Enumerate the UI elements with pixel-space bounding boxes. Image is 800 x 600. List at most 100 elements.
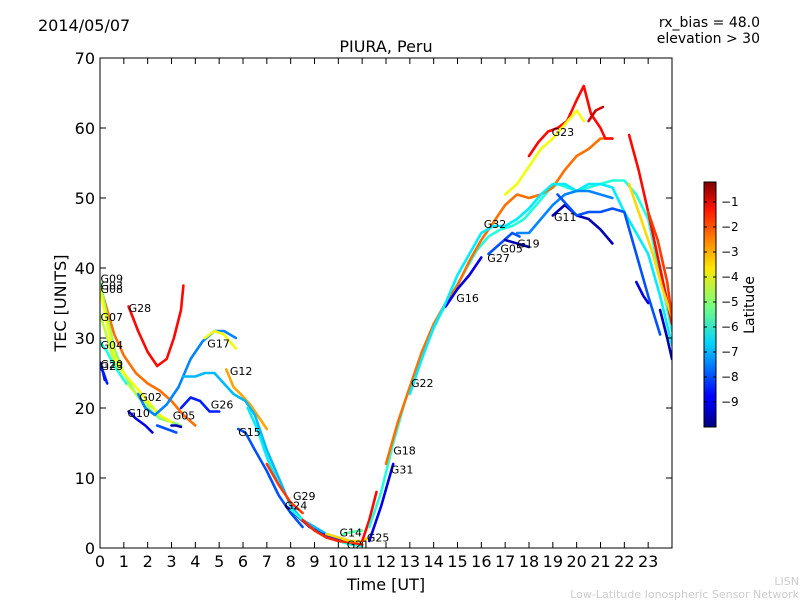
colorbar-label: Latitude: [742, 276, 758, 334]
series-label-g23: G23: [552, 126, 575, 139]
x-tick-label: 15: [447, 552, 467, 571]
y-tick-label: 70: [75, 49, 95, 68]
footer-org-short: LISN: [774, 575, 799, 588]
series-label-g19: G19: [517, 238, 540, 251]
series-label-g17: G17: [207, 338, 230, 351]
series-label-g25: G25: [367, 532, 390, 545]
series-label-g05: G05: [173, 410, 196, 423]
chart-title: PIURA, Peru: [339, 37, 432, 56]
elevation-label: elevation > 30: [657, 31, 760, 47]
series-line-g23: [527, 84, 614, 158]
series-line-g26: [182, 371, 352, 543]
x-tick-label: 20: [566, 552, 586, 571]
x-tick-label: 23: [638, 552, 658, 571]
y-tick-label: 30: [75, 329, 95, 348]
x-tick-label: 10: [328, 552, 348, 571]
colorbar-tick-label: −4: [721, 270, 739, 284]
series-line-g23b: [503, 109, 586, 196]
colorbar-tick-label: −5: [721, 295, 739, 309]
series-label-g04: G04: [101, 339, 124, 352]
series-label-g11: G11: [554, 211, 577, 224]
x-tick-label: 14: [423, 552, 443, 571]
series-line-g04: [100, 340, 128, 385]
series-label-g03: G03: [101, 280, 124, 293]
series-label-g18: G18: [393, 445, 416, 458]
y-tick-label: 50: [75, 189, 95, 208]
x-tick-label: 17: [495, 552, 515, 571]
series-line-g32: [408, 182, 672, 396]
series-line-g15: [236, 427, 304, 529]
y-tick-label: 40: [75, 259, 95, 278]
colorbar: [703, 181, 717, 428]
series-line-g02: [136, 329, 238, 417]
series-label-g21: G21: [347, 539, 370, 552]
y-axis-label: TEC [UNITS]: [51, 255, 70, 353]
series-label-g15: G15: [238, 426, 261, 439]
series-line-g23a: [100, 364, 109, 385]
series-layer: [100, 84, 672, 548]
series-line-g12: [225, 368, 269, 431]
series-line-g19: [515, 189, 614, 235]
series-line-g24c: [301, 518, 364, 546]
series-line-e2: [627, 182, 672, 319]
series-label-g23: G23: [101, 360, 124, 373]
x-tick-label: 4: [190, 552, 200, 571]
date-label: 2014/05/07: [38, 16, 130, 35]
series-line-g11b: [556, 193, 662, 336]
series-label-g26: G26: [211, 399, 234, 412]
y-tick-label: 10: [75, 469, 95, 488]
series-line-g09: [100, 284, 197, 427]
series-line-g26b: [179, 396, 221, 413]
footer-org-long: Low-Latitude Ionospheric Sensor Network: [570, 588, 799, 600]
x-tick-label: 13: [400, 552, 420, 571]
series-label-g09: G09: [101, 273, 124, 286]
series-line-g14: [341, 529, 364, 536]
colorbar-tick-label: −2: [721, 220, 739, 234]
series-line-g23c: [587, 105, 605, 123]
series-label-g16: G16: [456, 292, 479, 305]
colorbar-tick-label: −7: [721, 345, 739, 359]
series-label-g24: G24: [285, 499, 308, 512]
x-tick-label: 21: [590, 552, 610, 571]
x-tick-label: 19: [543, 552, 563, 571]
series-label-g05: G05: [500, 242, 523, 255]
series-label-g12: G12: [230, 365, 253, 378]
series-label-g32: G32: [484, 218, 507, 231]
series-label-g31: G31: [391, 464, 414, 477]
x-tick-label: 1: [119, 552, 129, 571]
series-line-g05a: [170, 424, 183, 429]
series-line-g25: [360, 490, 378, 543]
x-tick-label: 5: [214, 552, 224, 571]
rx-bias-label: rx_bias = 48.0: [659, 15, 760, 31]
x-tick-label: 2: [143, 552, 153, 571]
x-axis-label: Time [UT]: [346, 575, 425, 594]
series-label-g29: G29: [293, 490, 316, 503]
x-tick-label: 6: [238, 552, 248, 571]
series-line-g17: [203, 329, 238, 350]
series-line-g05c: [503, 238, 531, 249]
y-tick-label: 20: [75, 399, 95, 418]
y-tick-label: 0: [85, 539, 95, 558]
colorbar-tick-label: −6: [721, 320, 739, 334]
x-tick-label: 3: [166, 552, 176, 571]
series-label-g27: G27: [487, 252, 510, 265]
series-line-e4: [646, 210, 672, 319]
series-line-g27: [487, 231, 521, 256]
series-label-g07: G07: [101, 311, 124, 324]
series-label-g28: G28: [129, 302, 152, 315]
colorbar-tick-label: −8: [721, 370, 739, 384]
x-tick-label: 18: [519, 552, 539, 571]
series-line-g22b: [384, 137, 614, 466]
x-tick-label: 9: [309, 552, 319, 571]
x-tick-label: 12: [376, 552, 396, 571]
series-line-g31: [368, 462, 395, 543]
x-tick-label: 16: [471, 552, 491, 571]
series-line-g16: [444, 256, 483, 308]
series-line-g05b: [155, 424, 178, 434]
series-label-g08: G08: [101, 283, 124, 296]
series-line-g15b: [246, 406, 281, 487]
x-tick-label: 22: [614, 552, 634, 571]
x-tick-label: 8: [286, 552, 296, 571]
